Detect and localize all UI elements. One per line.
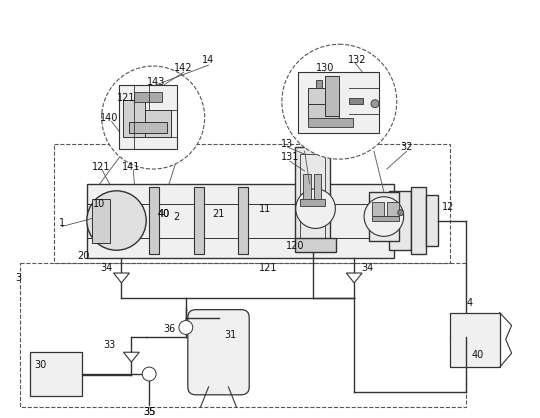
Circle shape	[102, 66, 205, 169]
Bar	[326, 76, 339, 115]
Text: 130: 130	[316, 63, 335, 73]
Bar	[92, 199, 110, 243]
Bar	[372, 216, 399, 221]
Text: 36: 36	[163, 324, 175, 334]
Text: 131: 131	[281, 152, 299, 162]
Circle shape	[282, 44, 397, 159]
Bar	[315, 80, 322, 88]
Text: 40: 40	[158, 209, 170, 219]
Bar	[149, 187, 159, 254]
Text: 40: 40	[472, 350, 484, 360]
Circle shape	[142, 367, 156, 381]
Text: 143: 143	[147, 77, 165, 87]
Bar	[194, 187, 204, 254]
Text: 1: 1	[59, 219, 65, 229]
Bar	[308, 104, 339, 120]
Circle shape	[179, 321, 193, 334]
Polygon shape	[124, 352, 139, 362]
Text: 30: 30	[34, 360, 46, 370]
Bar	[308, 88, 339, 104]
Bar	[298, 72, 379, 133]
Text: 11: 11	[259, 204, 271, 214]
Bar	[387, 202, 399, 216]
Text: 35: 35	[143, 407, 156, 417]
Bar	[369, 192, 399, 241]
Text: 12: 12	[442, 201, 455, 212]
Text: 140: 140	[100, 112, 119, 122]
Text: 141: 141	[122, 162, 140, 172]
Bar	[145, 110, 171, 138]
Bar	[300, 154, 326, 241]
Circle shape	[371, 100, 379, 108]
Text: 21: 21	[212, 209, 225, 219]
Bar	[349, 98, 363, 104]
Text: 3: 3	[16, 273, 22, 283]
Circle shape	[87, 191, 146, 250]
FancyBboxPatch shape	[188, 310, 249, 395]
Bar	[87, 184, 394, 258]
Text: 120: 120	[286, 241, 304, 251]
Circle shape	[398, 210, 404, 216]
Text: 142: 142	[173, 63, 192, 73]
Bar	[30, 352, 82, 396]
Text: 35: 35	[143, 407, 156, 417]
Bar	[314, 174, 321, 202]
Text: 121: 121	[92, 162, 111, 172]
Text: 32: 32	[401, 142, 413, 152]
Circle shape	[364, 197, 404, 236]
Text: 2: 2	[173, 212, 179, 222]
Bar	[134, 92, 162, 102]
Bar	[21, 263, 466, 407]
Bar	[303, 174, 310, 202]
Bar	[372, 202, 384, 216]
Text: 34: 34	[100, 263, 113, 273]
Text: 121: 121	[117, 93, 136, 103]
Bar	[54, 144, 450, 263]
Bar	[389, 191, 410, 250]
Text: 31: 31	[224, 330, 237, 340]
Polygon shape	[113, 273, 130, 283]
Bar	[238, 187, 248, 254]
Text: 121: 121	[259, 263, 277, 273]
Text: 14: 14	[201, 55, 214, 65]
Text: 13: 13	[281, 139, 293, 149]
Bar	[295, 147, 330, 241]
Bar	[295, 238, 336, 252]
Text: 10: 10	[92, 199, 105, 209]
Bar	[119, 85, 177, 149]
Bar	[427, 195, 438, 246]
Bar	[300, 199, 326, 206]
Text: 40: 40	[158, 209, 170, 219]
Text: 33: 33	[104, 340, 116, 350]
Text: 4: 4	[467, 298, 473, 308]
Text: 20: 20	[78, 251, 90, 261]
Bar	[410, 187, 427, 254]
Polygon shape	[346, 273, 362, 283]
Text: 132: 132	[348, 55, 367, 65]
Text: 34: 34	[361, 263, 373, 273]
Bar	[450, 313, 500, 367]
Circle shape	[296, 189, 335, 229]
Bar	[130, 122, 167, 133]
Bar	[308, 117, 353, 127]
Bar	[124, 100, 145, 138]
